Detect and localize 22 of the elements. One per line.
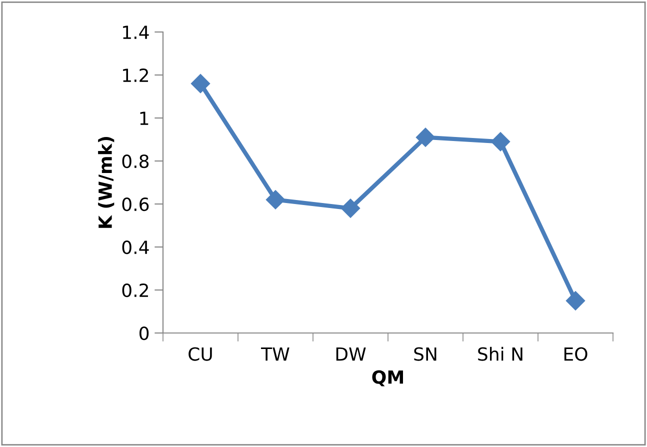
point <box>566 291 586 310</box>
x-tick-label: EO <box>564 347 588 361</box>
y-tick-label: 0 <box>140 326 149 340</box>
point <box>340 198 360 218</box>
point <box>190 74 210 94</box>
point <box>416 128 436 147</box>
y-tick-label: 1.4 <box>123 26 149 39</box>
x-tick-label: SN <box>414 347 436 361</box>
x-axis-title: QM <box>372 370 403 386</box>
x-tick-label: Shi N <box>478 346 522 361</box>
y-tick-label: 0.6 <box>122 197 149 212</box>
x-tick-label: DW <box>336 347 366 361</box>
point <box>490 132 510 152</box>
y-tick-label: 0.4 <box>122 240 149 254</box>
y-tick-label: 1.2 <box>123 68 148 82</box>
y-tick-label: 0.8 <box>122 154 149 168</box>
y-axis-title: K (W/mk) <box>98 136 114 228</box>
x-tick-label: CU <box>188 347 212 361</box>
y-tick-label: 0.2 <box>122 283 148 298</box>
y-tick-label: 1 <box>140 112 148 125</box>
x-tick-label: TW <box>261 347 290 361</box>
point <box>266 190 286 210</box>
